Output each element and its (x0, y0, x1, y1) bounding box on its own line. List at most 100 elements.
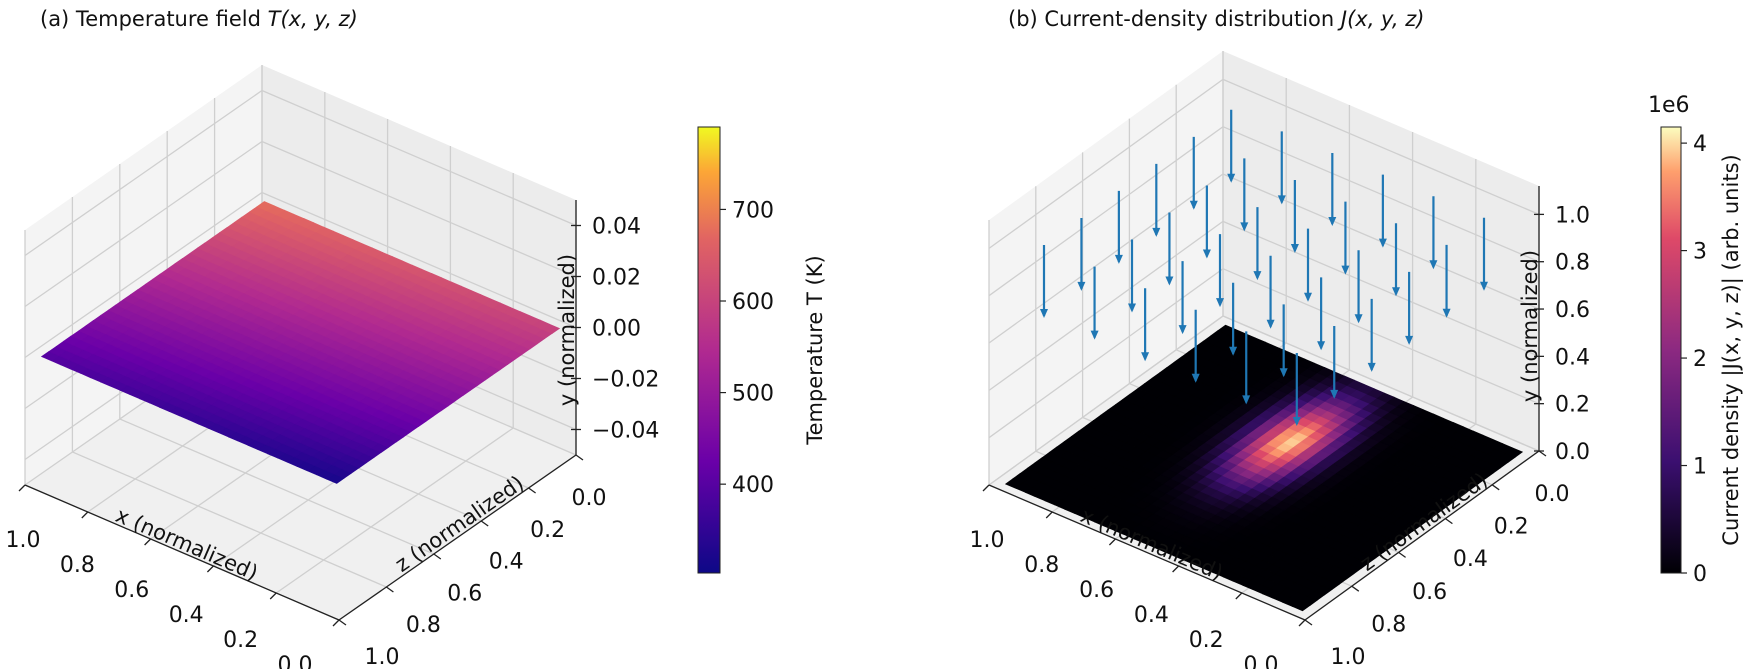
y-tick-label: 0.02 (592, 266, 641, 291)
y-gridline (24, 191, 577, 359)
x-tick-label: 0.0 (1244, 653, 1279, 669)
y-tick-label: 0.8 (1555, 251, 1590, 276)
y-gridline (24, 140, 577, 308)
quiver-arrow (1378, 174, 1387, 248)
z-axis-line (338, 454, 577, 621)
panel-a-colorbar: 400 500 600 700 Temperature T (K) (697, 126, 827, 574)
quiver-arrow (1253, 207, 1262, 281)
x-tick (1172, 565, 1180, 573)
quiver-arrow (1429, 196, 1438, 270)
colorbar-tick-label: 400 (732, 473, 774, 498)
z-tick-label: 1.0 (365, 645, 400, 669)
colorbar-a-gradient (697, 126, 721, 574)
y-gridline (988, 78, 1540, 249)
y-gridline (988, 267, 1540, 439)
y-gridline (24, 89, 577, 257)
colorbar-b-gradient (1660, 126, 1682, 574)
z-tick-label: 0.2 (1494, 515, 1529, 540)
z-tick (480, 520, 489, 527)
quiver-arrow (1040, 244, 1048, 318)
z-tick-label: 0.0 (1535, 482, 1570, 507)
x-tick-label: 0.6 (114, 578, 149, 603)
quiver-arrow (1328, 152, 1337, 226)
x-tick-label: 1.0 (970, 528, 1005, 553)
panel-b-colorbar: 0 1 2 3 4 1e6 Current density |J(x, y, z)| (… (1648, 93, 1744, 587)
quiver-arrow (1189, 136, 1198, 210)
quiver-arrow (1304, 228, 1312, 302)
z-axis-line (1304, 450, 1540, 621)
x-tick (1045, 511, 1053, 519)
z-tick (1491, 484, 1500, 491)
panel-a-axes: 1.00.80.60.40.20.00.00.20.40.60.81.00.04… (6, 65, 659, 669)
x-axis-line (24, 484, 340, 621)
z-gridline (71, 197, 387, 588)
z-tick-label: 0.4 (489, 550, 524, 575)
quiver-arrow (1290, 180, 1299, 253)
quiver-arrow (1114, 190, 1123, 264)
panel-b-axes: 1.00.80.60.40.20.00.00.20.40.60.81.01.00… (970, 51, 1590, 669)
quiver-arrow (1277, 131, 1286, 205)
x-tick-label: 0.4 (169, 603, 204, 628)
z-tick-label: 1.0 (1331, 645, 1366, 669)
x-tick-label: 0.4 (1134, 603, 1169, 628)
quiver-arrow (1077, 217, 1086, 291)
z-gridline (119, 164, 435, 555)
quiver-arrow (1405, 271, 1414, 345)
quiver-arrow (1227, 109, 1236, 183)
y-tick-label: 1.0 (1555, 203, 1590, 228)
y-gridline (988, 315, 1540, 486)
quiver-arrow (1330, 325, 1339, 399)
x-tick (206, 565, 214, 573)
colorbar-a-label: Temperature T (K) (803, 255, 827, 445)
y-tick-label: 0.00 (592, 317, 641, 342)
colorbar-tick-label: 700 (732, 198, 774, 223)
quiver-arrow (1354, 250, 1363, 324)
z-tick (1398, 551, 1406, 558)
quiver-arrow (1266, 255, 1275, 329)
quiver-arrow (1178, 261, 1187, 335)
x-tick (1298, 619, 1306, 627)
x-tick (332, 619, 340, 627)
quiver-arrow (1480, 217, 1488, 291)
panel-a-title: (a) Temperature field T(x, y, z) (40, 7, 358, 31)
y-tick-label: −0.04 (592, 419, 659, 444)
quiver-arrow (1392, 223, 1400, 297)
z-tick-label: 0.0 (572, 486, 607, 511)
colorbar-tick-label: 600 (732, 290, 774, 315)
z-tick-label: 0.6 (1412, 580, 1447, 605)
y-tick-label: 0.04 (592, 215, 641, 240)
quiver-arrow (1202, 185, 1211, 259)
quiver-arrow (1165, 212, 1174, 286)
y-tick-label: 0.0 (1555, 440, 1590, 465)
z-tick (433, 553, 442, 560)
panel-b-title: (b) Current-density distribution J(x, y,… (1008, 7, 1424, 31)
colorbar-tick-label: 0 (1693, 562, 1707, 587)
z-tick-label: 0.8 (1371, 612, 1406, 637)
z-tick-label: 0.6 (447, 581, 482, 606)
x-tick (144, 538, 152, 546)
quiver-arrow (1442, 244, 1451, 318)
z-tick (528, 487, 536, 494)
right-wall-pane (1223, 51, 1539, 451)
colorbar-tick-label: 2 (1693, 347, 1707, 372)
y-tick-label: 0.2 (1555, 393, 1590, 418)
x-tick (1108, 538, 1116, 546)
x-axis-line (988, 484, 1306, 621)
z-tick-label: 0.2 (530, 518, 565, 543)
quiver-arrow (1279, 304, 1288, 378)
quiver-arrow (1317, 277, 1326, 351)
z-tick-label: 0.8 (406, 613, 441, 638)
y-tick-label: −0.02 (592, 368, 659, 393)
surface-cell (256, 201, 275, 212)
quiver-arrow (1216, 234, 1224, 308)
x-tick (18, 484, 26, 492)
x-tick (1235, 592, 1243, 600)
quiver-arrow (1242, 331, 1251, 405)
x-tick-label: 0.2 (223, 628, 258, 653)
z-tick (1445, 518, 1453, 525)
x-tick-label: 0.6 (1079, 578, 1114, 603)
quiver-arrow (1240, 158, 1249, 232)
z-tick (338, 619, 347, 626)
x-tick (81, 511, 89, 519)
